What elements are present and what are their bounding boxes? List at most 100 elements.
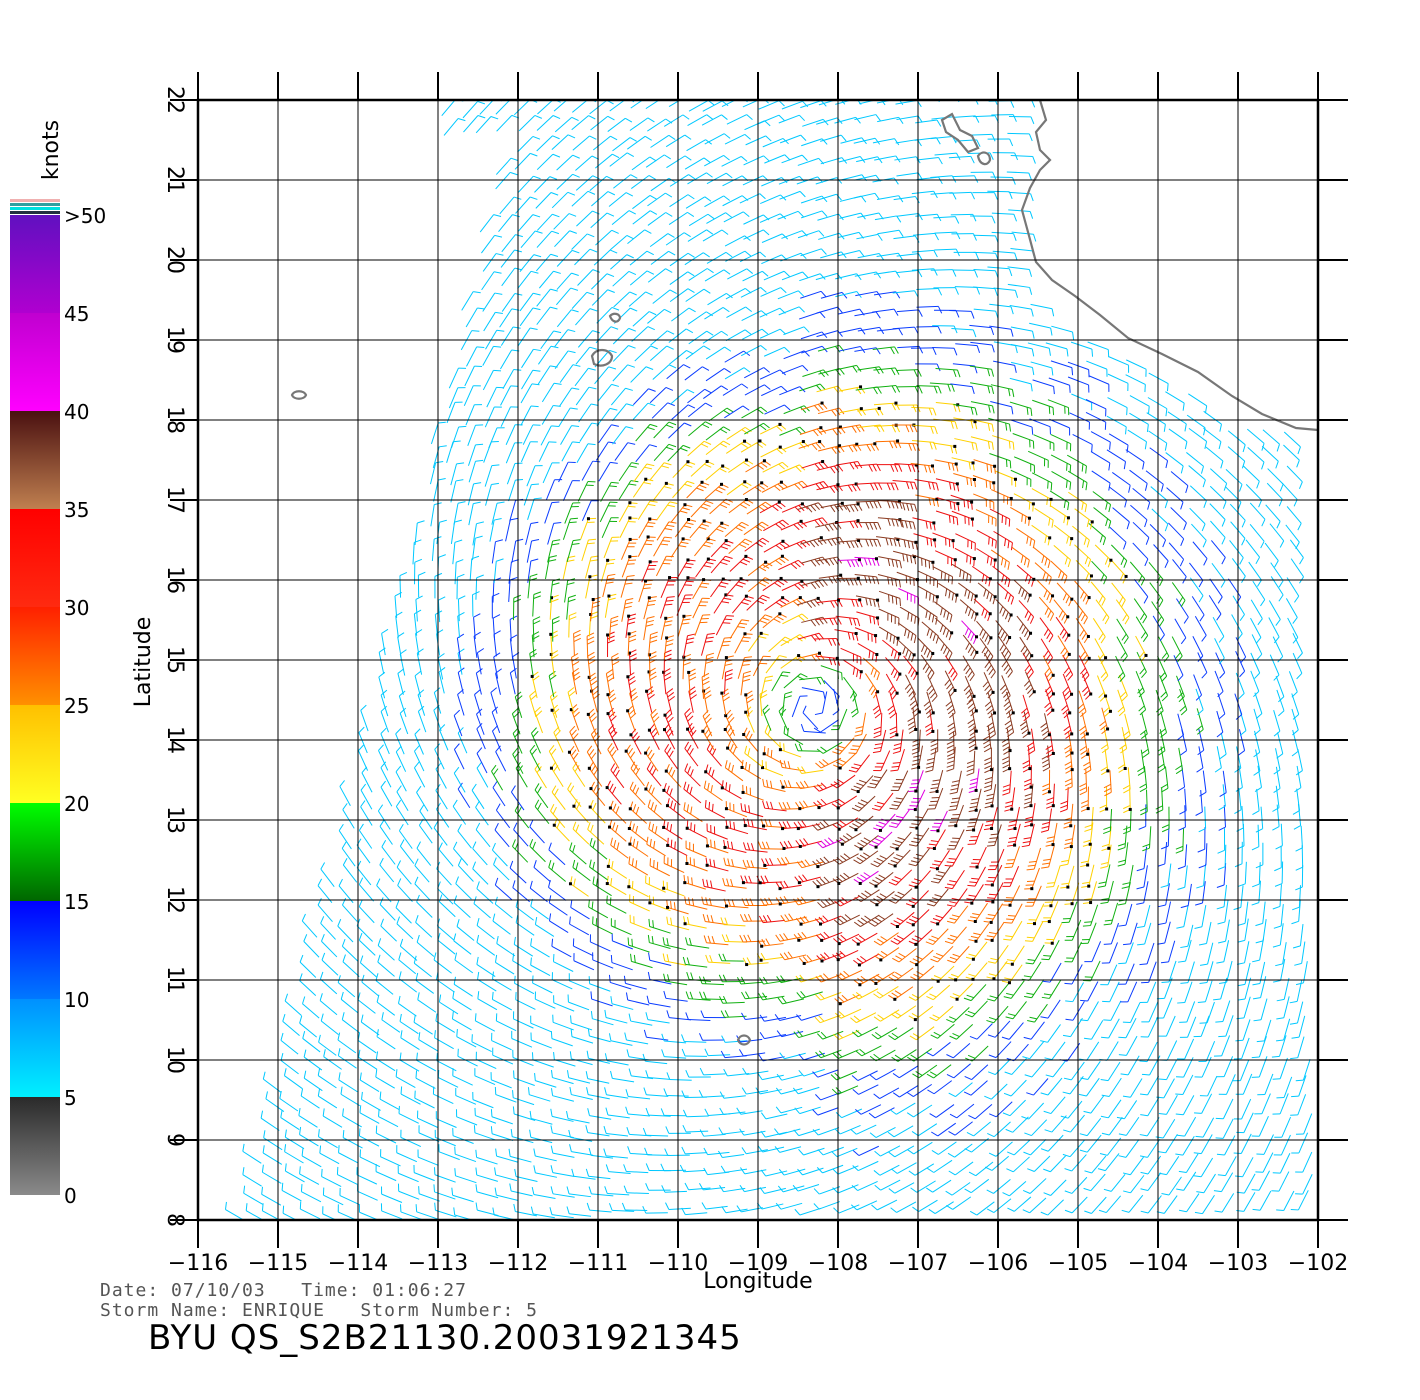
- wind-barb: [1294, 941, 1306, 966]
- wind-barb: [612, 137, 637, 152]
- wind-barb: [1080, 1001, 1099, 1022]
- wind-barb: [643, 1029, 669, 1041]
- wind-barb: [1214, 746, 1222, 773]
- wind-barb: [666, 688, 675, 715]
- wind-barb: [856, 156, 883, 164]
- wind-barb: [986, 960, 1008, 981]
- x-axis-title: Longitude: [703, 1269, 812, 1294]
- wind-barb: [781, 230, 808, 239]
- wind-barb: [621, 1202, 648, 1211]
- wind-barb: [850, 1124, 877, 1135]
- wind-barb: [1034, 507, 1054, 528]
- wind-barb: [1272, 1057, 1288, 1080]
- wind-barb: [989, 325, 1014, 337]
- wind-barb: [633, 463, 655, 482]
- wind-barb: [1095, 599, 1110, 625]
- wind-barb: [1157, 746, 1166, 773]
- wind-barb: [725, 819, 749, 835]
- legend-band-20-25: [10, 705, 60, 803]
- wind-barb: [756, 875, 783, 885]
- wind-barb: [475, 822, 491, 848]
- wind-barb: [610, 1070, 635, 1083]
- wind-barb: [892, 480, 918, 490]
- wind-barb: [908, 770, 924, 793]
- wind-barb: [1291, 1075, 1307, 1098]
- wind-barb: [685, 855, 708, 872]
- wind-barb: [1022, 1178, 1047, 1194]
- wind-barb: [854, 114, 881, 121]
- wind-barb: [483, 311, 503, 332]
- wind-barb: [1043, 1179, 1067, 1196]
- wind-barb: [568, 973, 590, 990]
- wind-barb: [506, 462, 523, 485]
- wind-barb: [378, 1108, 399, 1128]
- wind-barb: [644, 1147, 670, 1156]
- wind-barb: [1010, 469, 1032, 487]
- wind-barb: [1056, 582, 1074, 607]
- wind-barb: [872, 138, 900, 146]
- wind-barb: [965, 1045, 989, 1062]
- wind-barb: [417, 1110, 438, 1128]
- wind-barb: [1040, 1134, 1064, 1152]
- wind-barb: [1118, 1139, 1140, 1158]
- wind-barb: [395, 799, 409, 826]
- wind-barb: [637, 535, 656, 557]
- wind-barb: [261, 1203, 281, 1220]
- wind-barb: [630, 953, 653, 969]
- wind-barb: [671, 404, 696, 420]
- wind-barb: [500, 326, 521, 346]
- wind-barb: [663, 635, 675, 660]
- axis-labels: −116 −115 −114 −113 −112 −111 −110 −109 −108 −107…: [162, 86, 1348, 1276]
- wind-barb: [1116, 618, 1129, 645]
- wind-barb: [1101, 826, 1112, 852]
- legend-top-tab-0: [10, 199, 60, 202]
- wind-barb: [726, 306, 753, 319]
- wind-barb: [801, 517, 828, 527]
- wind-barb: [1004, 903, 1023, 924]
- wind-barb: [1098, 1195, 1122, 1214]
- wind-barb: [1178, 1153, 1199, 1174]
- wind-barb: [453, 766, 466, 793]
- wind-barb: [587, 672, 598, 699]
- wind-barb: [779, 134, 807, 144]
- wind-barb: [1024, 803, 1036, 828]
- wind-barb: [685, 991, 711, 1001]
- wind-barb: [762, 576, 788, 592]
- wind-barb: [282, 1013, 300, 1036]
- wind-barb: [709, 498, 734, 515]
- wind-barb: [225, 1201, 245, 1220]
- wind-barb: [637, 500, 658, 520]
- wind-barb: [926, 829, 946, 850]
- wind-barb: [1021, 823, 1035, 848]
- wind-barb: [687, 114, 714, 126]
- wind-barb: [359, 955, 378, 978]
- wind-barb: [740, 286, 767, 298]
- wind-barb: [913, 232, 940, 241]
- wind-barb: [358, 744, 369, 771]
- wind-barb: [946, 905, 969, 924]
- wind-barb: [990, 384, 1015, 398]
- wind-barb: [932, 442, 958, 454]
- wind-barb: [1199, 961, 1214, 984]
- wind-barb: [380, 918, 397, 942]
- wind-barb: [933, 216, 960, 224]
- wind-barb: [397, 1183, 420, 1200]
- wind-barb: [1024, 979, 1045, 999]
- wind-barb: [1288, 671, 1298, 698]
- wind-barb: [323, 1049, 342, 1070]
- wind-barb: [1062, 1139, 1085, 1158]
- wind-barb: [547, 539, 561, 563]
- wind-barb: [870, 852, 895, 868]
- wind-barb: [342, 803, 355, 829]
- wind-barb: [1251, 634, 1263, 661]
- wind-barb: [763, 539, 790, 553]
- wind-barb: [1139, 766, 1148, 793]
- wind-barb: [832, 1184, 859, 1194]
- wind-barb: [529, 819, 545, 844]
- wind-barb: [414, 558, 423, 585]
- wind-barb: [1008, 115, 1035, 125]
- legend-band-45-50: [10, 215, 60, 313]
- wind-barb: [990, 489, 1013, 507]
- wind-barb: [534, 176, 558, 193]
- wind-barb: [873, 986, 899, 999]
